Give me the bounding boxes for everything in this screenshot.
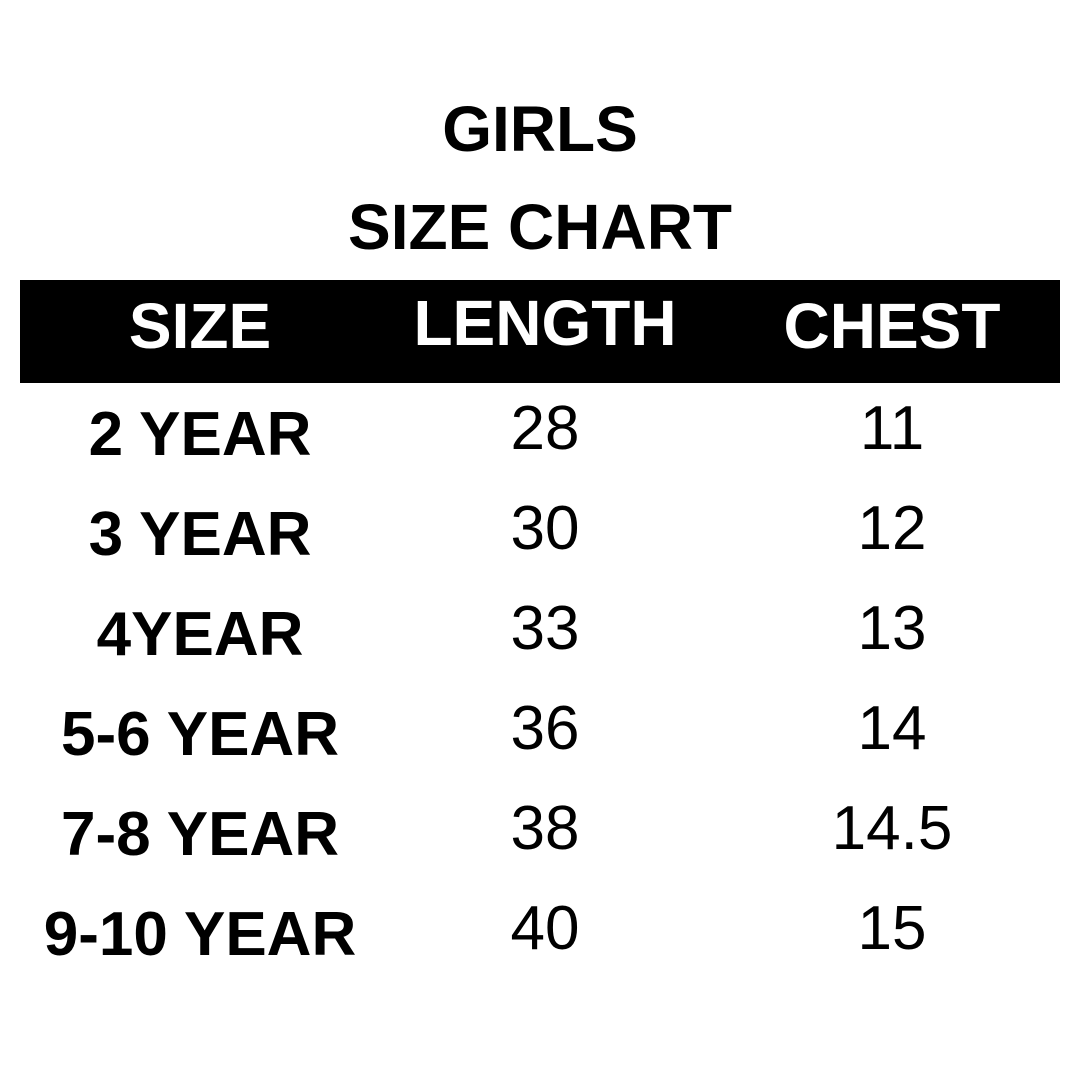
cell-chest: 11 <box>859 394 925 463</box>
table-header: SIZE LENGTH CHEST <box>20 280 1060 383</box>
cell-length: 30 <box>510 494 580 563</box>
cell-size: 3 YEAR <box>88 500 312 569</box>
page-title: GIRLS <box>442 93 638 165</box>
cell-chest: 13 <box>857 594 927 663</box>
cell-chest: 14 <box>857 694 927 763</box>
header-size: SIZE <box>128 290 272 362</box>
cell-length: 33 <box>510 594 580 663</box>
table-row: 7-8 YEAR 38 14.5 <box>0 785 1080 885</box>
cell-size: 7-8 YEAR <box>61 800 339 869</box>
cell-chest: 12 <box>857 494 927 563</box>
header-length: LENGTH <box>413 287 677 359</box>
table-row: 3 YEAR 30 12 <box>0 485 1080 585</box>
cell-length: 40 <box>510 894 580 963</box>
table-row: 4YEAR 33 13 <box>0 585 1080 685</box>
table-row: 5-6 YEAR 36 14 <box>0 685 1080 785</box>
cell-chest: 14.5 <box>831 794 953 863</box>
cell-size: 5-6 YEAR <box>61 700 339 769</box>
cell-size: 4YEAR <box>96 600 304 669</box>
cell-length: 28 <box>510 394 580 463</box>
cell-length: 36 <box>510 694 580 763</box>
table-row: 2 YEAR 28 11 <box>0 385 1080 485</box>
cell-length: 38 <box>510 794 580 863</box>
cell-size: 9-10 YEAR <box>43 900 357 969</box>
page-subtitle: SIZE CHART <box>348 191 732 263</box>
header-chest: CHEST <box>783 290 1001 362</box>
cell-size: 2 YEAR <box>88 400 312 469</box>
table-row: 9-10 YEAR 40 15 <box>0 885 1080 985</box>
cell-chest: 15 <box>857 894 927 963</box>
